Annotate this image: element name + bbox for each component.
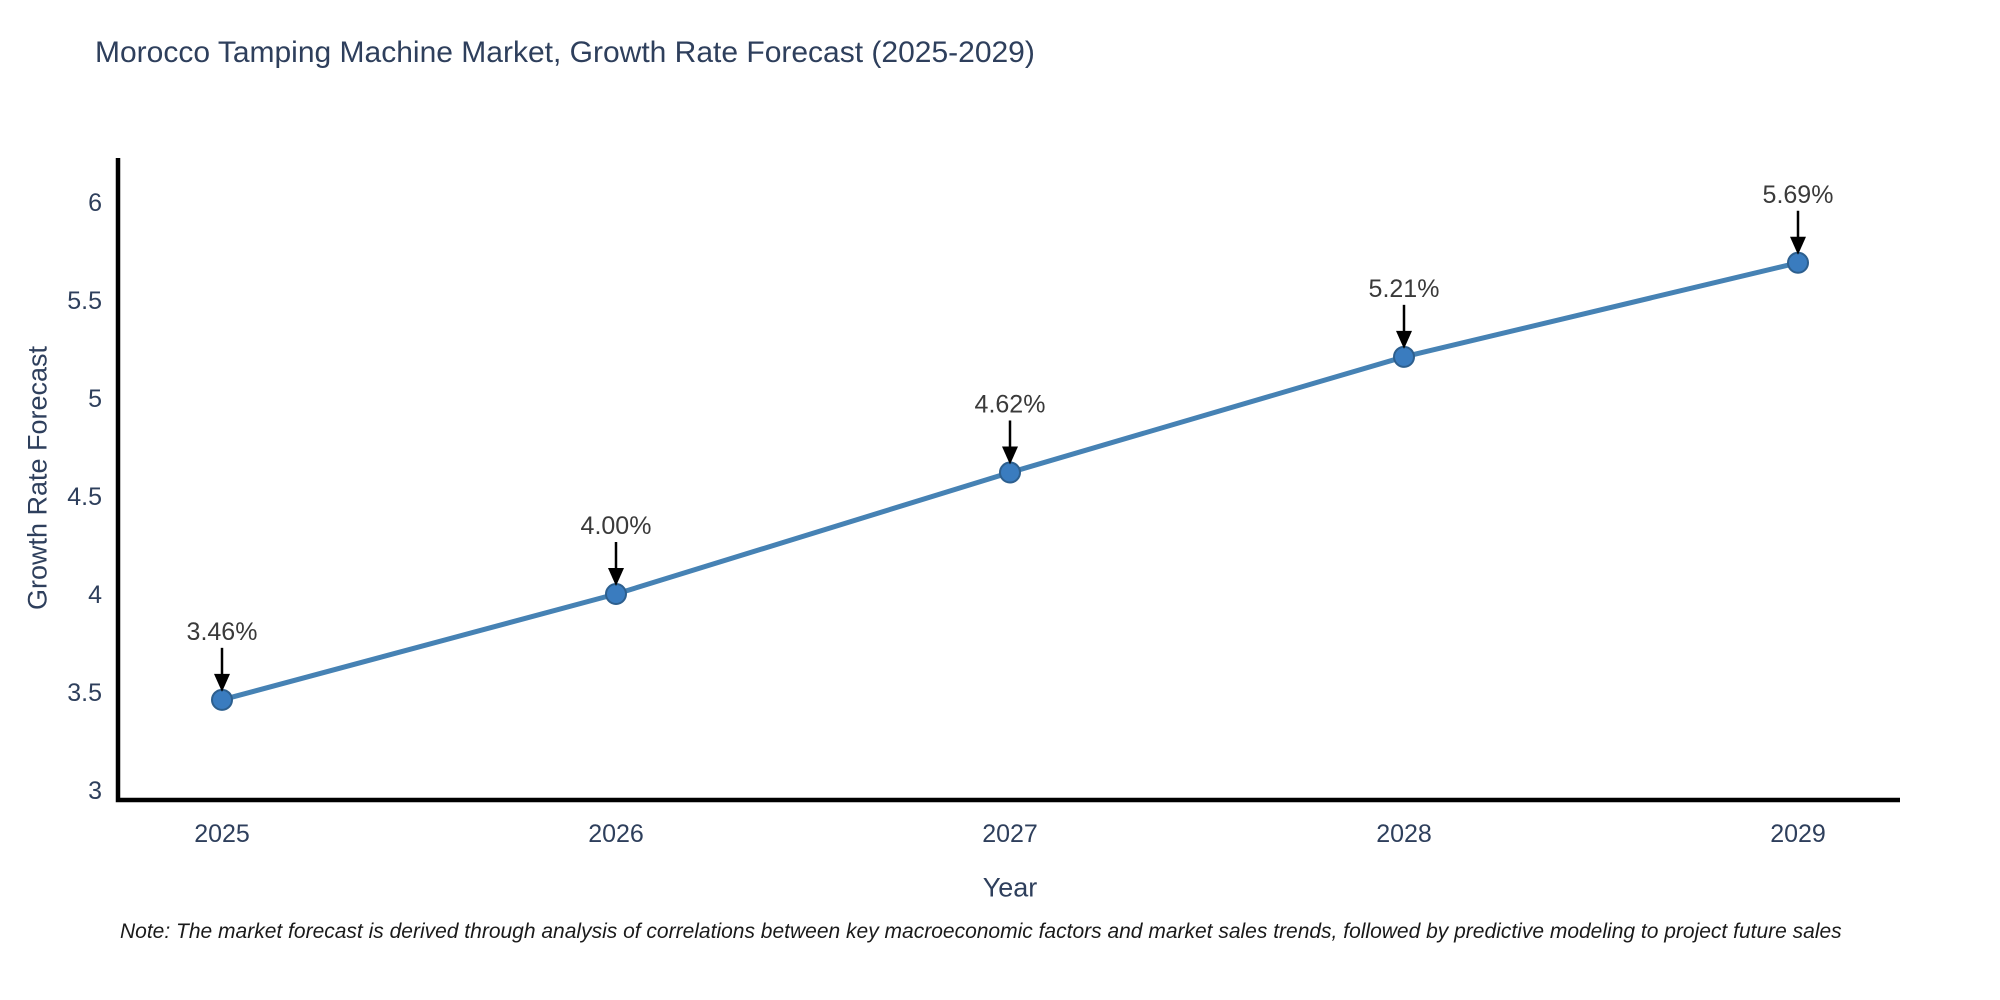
point-annotation-label: 5.21% [1369,275,1440,303]
y-tick-label: 5 [88,385,102,413]
point-annotation-label: 3.46% [187,618,258,646]
annotation-arrow-head [1002,446,1018,465]
x-tick-label: 2025 [194,820,250,848]
x-tick-label: 2029 [1770,820,1826,848]
y-tick-label: 4 [88,581,102,609]
point-annotation-label: 5.69% [1763,181,1834,209]
point-annotation-label: 4.00% [581,512,652,540]
annotation-arrow-head [1790,236,1806,255]
y-tick-label: 4.5 [67,483,102,511]
x-tick-label: 2028 [1376,820,1432,848]
x-tick-label: 2027 [982,820,1038,848]
data-point[interactable] [605,583,627,605]
data-point[interactable] [1393,345,1415,368]
x-axis-title: Year [982,872,1038,903]
point-annotation-label: 4.62% [975,390,1046,418]
annotation-arrow-head [1396,330,1412,349]
data-point[interactable] [1787,251,1809,274]
data-point[interactable] [999,461,1021,484]
axis-spines [115,158,1900,803]
chart-title: Morocco Tamping Machine Market, Growth R… [95,36,1035,69]
annotation-arrow-head [214,673,230,692]
y-tick-label: 3.5 [67,679,102,707]
annotation-arrow-head [608,568,624,586]
y-tick-label: 6 [88,189,102,217]
x-tick-label: 2026 [588,820,644,848]
y-tick-label: 3 [88,777,102,805]
footnote: Note: The market forecast is derived thr… [120,920,1842,943]
data-point[interactable] [211,688,233,711]
y-tick-label: 5.5 [67,287,102,315]
